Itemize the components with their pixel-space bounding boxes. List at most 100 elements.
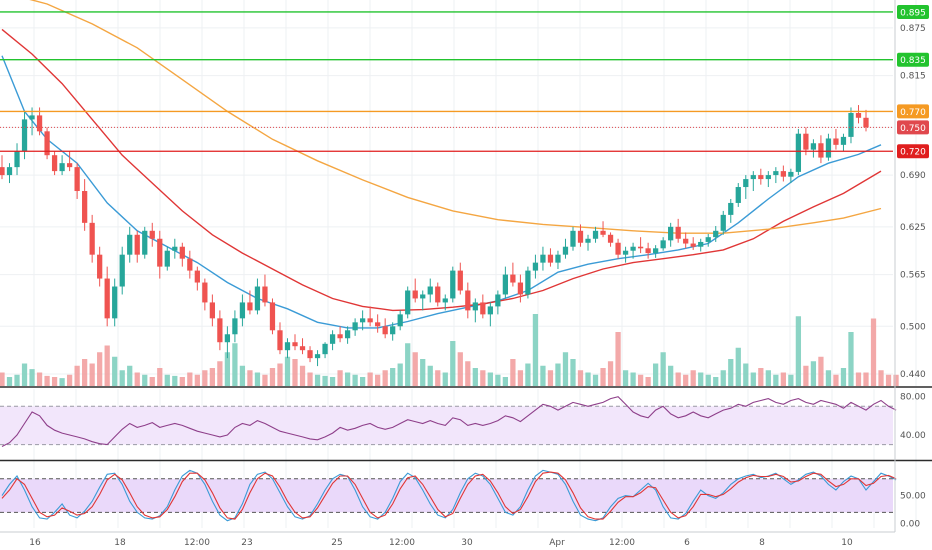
volume-bar — [239, 365, 246, 386]
volume-bar — [119, 370, 125, 386]
volume-bar — [532, 314, 539, 386]
volume-bar — [585, 372, 591, 386]
price-level-tag[interactable] — [897, 144, 929, 159]
candle-body — [675, 226, 681, 239]
volume-bar — [322, 375, 328, 386]
volume-bar — [247, 370, 253, 386]
volume-bar — [495, 374, 501, 386]
candle-body — [615, 242, 621, 255]
price-level-tag[interactable] — [897, 120, 929, 135]
volume-bar — [848, 332, 854, 386]
candle-body — [547, 254, 554, 263]
volume-bar — [592, 374, 599, 386]
pane-separators[interactable] — [0, 0, 932, 533]
volume-bar — [607, 361, 614, 386]
candle-body — [194, 270, 200, 283]
candle-body — [630, 246, 636, 251]
volume-bar — [29, 369, 35, 386]
volume-bar — [375, 374, 381, 386]
volume-bar — [615, 332, 621, 386]
candle-body — [653, 248, 659, 254]
volume-bar — [307, 372, 313, 386]
candle-body — [457, 270, 463, 291]
volume-bar — [833, 374, 839, 386]
volume-bar — [367, 372, 373, 386]
volume-bar — [0, 372, 5, 386]
candle-body — [59, 163, 65, 172]
candle-body — [307, 350, 313, 359]
volume-bar — [36, 372, 43, 386]
ema-short-line — [1, 55, 882, 329]
volume-bar — [405, 343, 411, 386]
volume-bar — [66, 374, 73, 386]
volume-bar — [758, 368, 764, 386]
volume-bar — [450, 341, 456, 386]
volume-bar — [577, 370, 584, 386]
volume-bar — [254, 372, 261, 386]
candle-body — [502, 274, 509, 295]
volume-bar — [89, 363, 95, 386]
candle-body — [299, 346, 306, 351]
volume-bar — [74, 365, 80, 386]
volume-bar — [134, 372, 140, 386]
candle-body — [833, 138, 839, 145]
volume-bar — [149, 377, 155, 386]
candle-body — [427, 286, 433, 295]
price-levels[interactable]: 0.895 0.835 0.770 0.750 0.720 — [0, 4, 929, 159]
candle-body — [855, 113, 862, 118]
candle-body — [668, 226, 674, 241]
candle-body — [720, 214, 726, 231]
y-axis[interactable]: 0.440 0.500 0.565 0.625 0.690 0.815 0.875 40.00… — [900, 24, 926, 530]
volume-bar — [510, 359, 516, 386]
volume-bar — [262, 374, 268, 386]
candle-body — [89, 222, 95, 255]
volume-bar — [314, 374, 321, 386]
price-grid — [0, 0, 917, 386]
candle-body — [472, 302, 478, 311]
volume-bar — [803, 365, 809, 386]
candle-body — [435, 286, 441, 303]
candle-body — [585, 238, 591, 243]
price-level-label: 0.750 — [900, 124, 926, 134]
volume-bar — [547, 370, 554, 386]
volume-bar — [788, 374, 794, 386]
price-tick-label: 0.565 — [900, 271, 926, 281]
volume-bar — [795, 316, 802, 386]
candle-body — [577, 230, 584, 243]
candle-body — [555, 254, 561, 263]
x-axis[interactable]: 16 18 12:00 23 25 12:00 30 Apr 12:00 6 8 10 — [29, 538, 853, 548]
candle-body — [104, 278, 110, 319]
volume-bar — [21, 363, 28, 386]
price-level-tag[interactable] — [897, 52, 929, 67]
candle-body — [442, 298, 448, 303]
candle-body — [36, 115, 43, 132]
volume-bar — [217, 361, 223, 386]
candle-body — [788, 171, 794, 177]
volume-bar — [157, 368, 163, 386]
price-level-tag[interactable] — [897, 4, 929, 19]
volume-bar — [855, 372, 862, 386]
candle-body — [277, 330, 283, 351]
candle-body — [705, 237, 711, 242]
time-tick-label: 10 — [841, 538, 853, 548]
candle-body — [112, 286, 118, 319]
moving-averages — [1, 0, 882, 329]
price-tick-label: 0.440 — [900, 370, 926, 380]
stoch-band — [0, 478, 893, 513]
candle-body — [570, 230, 576, 247]
candle-body — [337, 334, 343, 339]
candle-body — [51, 155, 58, 172]
volume-bar — [352, 374, 358, 386]
candle-body — [352, 322, 358, 331]
price-level-tag[interactable] — [897, 104, 929, 119]
time-tick-label: 30 — [461, 538, 473, 548]
rsi-line — [1, 396, 897, 447]
volume-bar — [570, 359, 576, 386]
candle-body — [119, 254, 125, 287]
volume-bar — [690, 370, 696, 386]
price-tick-label: 0.500 — [900, 322, 926, 332]
volume-bar — [818, 356, 824, 386]
volume-bar — [780, 372, 786, 386]
volume-bar — [194, 374, 200, 386]
stoch-band-fill — [0, 478, 893, 513]
